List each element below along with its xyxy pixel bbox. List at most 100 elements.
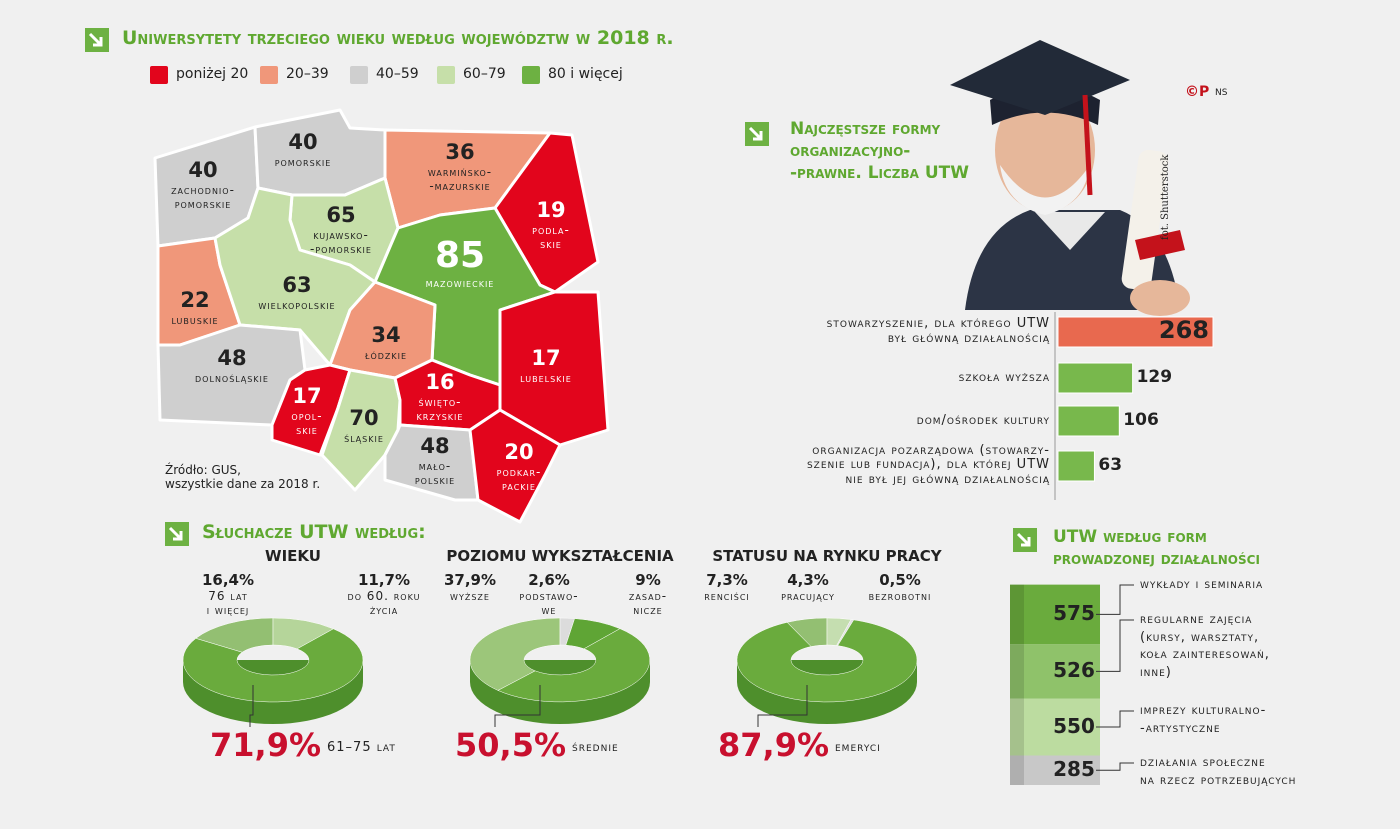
region-name: lubelskie — [520, 371, 572, 385]
donut-value-label: 4,3% — [787, 571, 829, 589]
region-value: 17 — [292, 384, 322, 408]
region-value: 65 — [326, 203, 356, 227]
bar-value-label: 268 — [1158, 316, 1209, 344]
stack-segment-shade — [1010, 698, 1024, 756]
region-value: 19 — [536, 198, 566, 222]
donut-category: emeryci — [835, 740, 881, 755]
leader-line — [757, 685, 808, 727]
stack-segment-shade — [1010, 755, 1024, 785]
leader-line — [1096, 584, 1134, 615]
region-name: mało- polskie — [414, 459, 456, 487]
legend-swatch — [260, 66, 278, 84]
region-name: podkar- packie — [496, 465, 542, 493]
segment-value-label: 285 — [1053, 757, 1095, 782]
region-name: podla- skie — [532, 223, 570, 251]
bar-category: stowarzyszenie, dla którego UTW był głów… — [826, 316, 1050, 346]
legend-label: 20–39 — [286, 66, 329, 82]
legend-swatch — [150, 66, 168, 84]
bar-value-label: 63 — [1098, 455, 1123, 475]
region-value: 34 — [371, 323, 401, 347]
donut-category: średnie — [572, 740, 619, 755]
donut-value-label: 9% — [635, 571, 661, 589]
bar — [1057, 316, 1214, 348]
bar — [1057, 405, 1120, 437]
donut-category: 61–75 lat — [327, 740, 396, 755]
source-note: Źródło: GUS, wszystkie dane za 2018 r. — [165, 463, 321, 491]
leader-line — [1096, 619, 1134, 672]
bar-category: dom/ośrodek kultury — [916, 412, 1050, 428]
stack-segment-shade — [1010, 644, 1024, 699]
region-value: 36 — [445, 140, 475, 164]
region-value: 40 — [288, 130, 318, 154]
stack-segment — [1010, 698, 1100, 756]
region — [468, 408, 562, 524]
donut-value-label: 0,5% — [879, 571, 921, 589]
segment-category: imprezy kulturalno- -artystyczne — [1140, 703, 1267, 736]
legend-label: 80 i więcej — [548, 66, 623, 82]
region-name: dolnośląskie — [195, 371, 269, 385]
bar-value-label: 129 — [1136, 367, 1173, 387]
region-name: mazowieckie — [425, 276, 495, 290]
bar-category: szkoła wyższa — [958, 369, 1050, 385]
bar-chart-title: Najczęstsze formy organizacyjno- -prawne… — [790, 119, 970, 184]
donut-category: 76 lat i więcej — [206, 589, 250, 617]
stack-segment-shade — [1010, 584, 1024, 645]
map-title: Uniwersytety trzeciego wieku według woje… — [122, 27, 674, 49]
region-value: 16 — [425, 370, 455, 394]
segment-value-label: 550 — [1053, 714, 1095, 739]
region-value: 48 — [217, 346, 247, 370]
leader-line — [1096, 710, 1134, 728]
region-value: 70 — [349, 406, 379, 430]
region-name: wielkopolskie — [258, 298, 336, 312]
donut-category: bezrobotni — [868, 589, 932, 603]
legend-label: 40–59 — [376, 66, 419, 82]
segment-category: wykłady i seminaria — [1140, 577, 1264, 592]
legend-label: poniżej 20 — [176, 66, 249, 82]
region-value: 85 — [434, 235, 486, 276]
bar — [1057, 450, 1095, 482]
stack-segment — [1010, 584, 1100, 645]
donut-title: statusu na rynku pracy — [712, 547, 942, 565]
donut-slice — [736, 619, 918, 703]
legend-swatch — [350, 66, 368, 84]
stack-title: UTW według form prowadzonej działalności — [1053, 527, 1260, 570]
donut-slice — [182, 628, 364, 703]
region — [253, 108, 387, 197]
photo-illustration — [950, 40, 1190, 316]
donut-value-label: 37,9% — [443, 571, 497, 589]
leader-line — [1096, 762, 1134, 771]
region-name: opol- skie — [291, 409, 323, 437]
bar-category: organizacja pozarządowa (stowarzy- szeni… — [806, 442, 1050, 488]
donut-value-label: 11,7% — [357, 571, 411, 589]
donut-category: podstawo- we — [519, 589, 579, 617]
leader-line — [249, 685, 254, 727]
donut-value-label: 50,5% — [455, 726, 567, 764]
region-name: łódzkie — [364, 348, 408, 362]
donut-value-label: 87,9% — [718, 726, 830, 764]
region-value: 63 — [282, 273, 312, 297]
donut-section-title: Słuchacze UTW według: — [202, 521, 426, 543]
region-value: 20 — [504, 440, 534, 464]
donut-value-label: 16,4% — [201, 571, 255, 589]
arrow-icons — [85, 28, 1037, 552]
segment-value-label: 575 — [1053, 601, 1095, 626]
region-name: święto- krzyskie — [416, 395, 464, 423]
region-value: 22 — [180, 288, 210, 312]
donut-category: do 60. roku życia — [347, 589, 421, 617]
region-name: zachodnio- pomorskie — [171, 183, 235, 211]
stack-segment — [1010, 644, 1100, 699]
donut-value-label: 71,9% — [210, 726, 322, 764]
donut-value-label: 7,3% — [706, 571, 748, 589]
photo-credit: fot. Shutterstock — [1160, 154, 1171, 240]
legend-swatch — [522, 66, 540, 84]
segment-category: regularne zajęcia (kursy, warsztaty, koł… — [1140, 612, 1270, 680]
bar — [1057, 362, 1134, 394]
legend-label: 60–79 — [463, 66, 506, 82]
region-name: lubuskie — [171, 313, 219, 327]
donut-category: wyższe — [450, 589, 490, 603]
region-value: 17 — [531, 346, 561, 370]
donut-category: zasad- nicze — [628, 589, 668, 617]
donut-category: pracujący — [781, 589, 835, 603]
legend-swatch — [437, 66, 455, 84]
